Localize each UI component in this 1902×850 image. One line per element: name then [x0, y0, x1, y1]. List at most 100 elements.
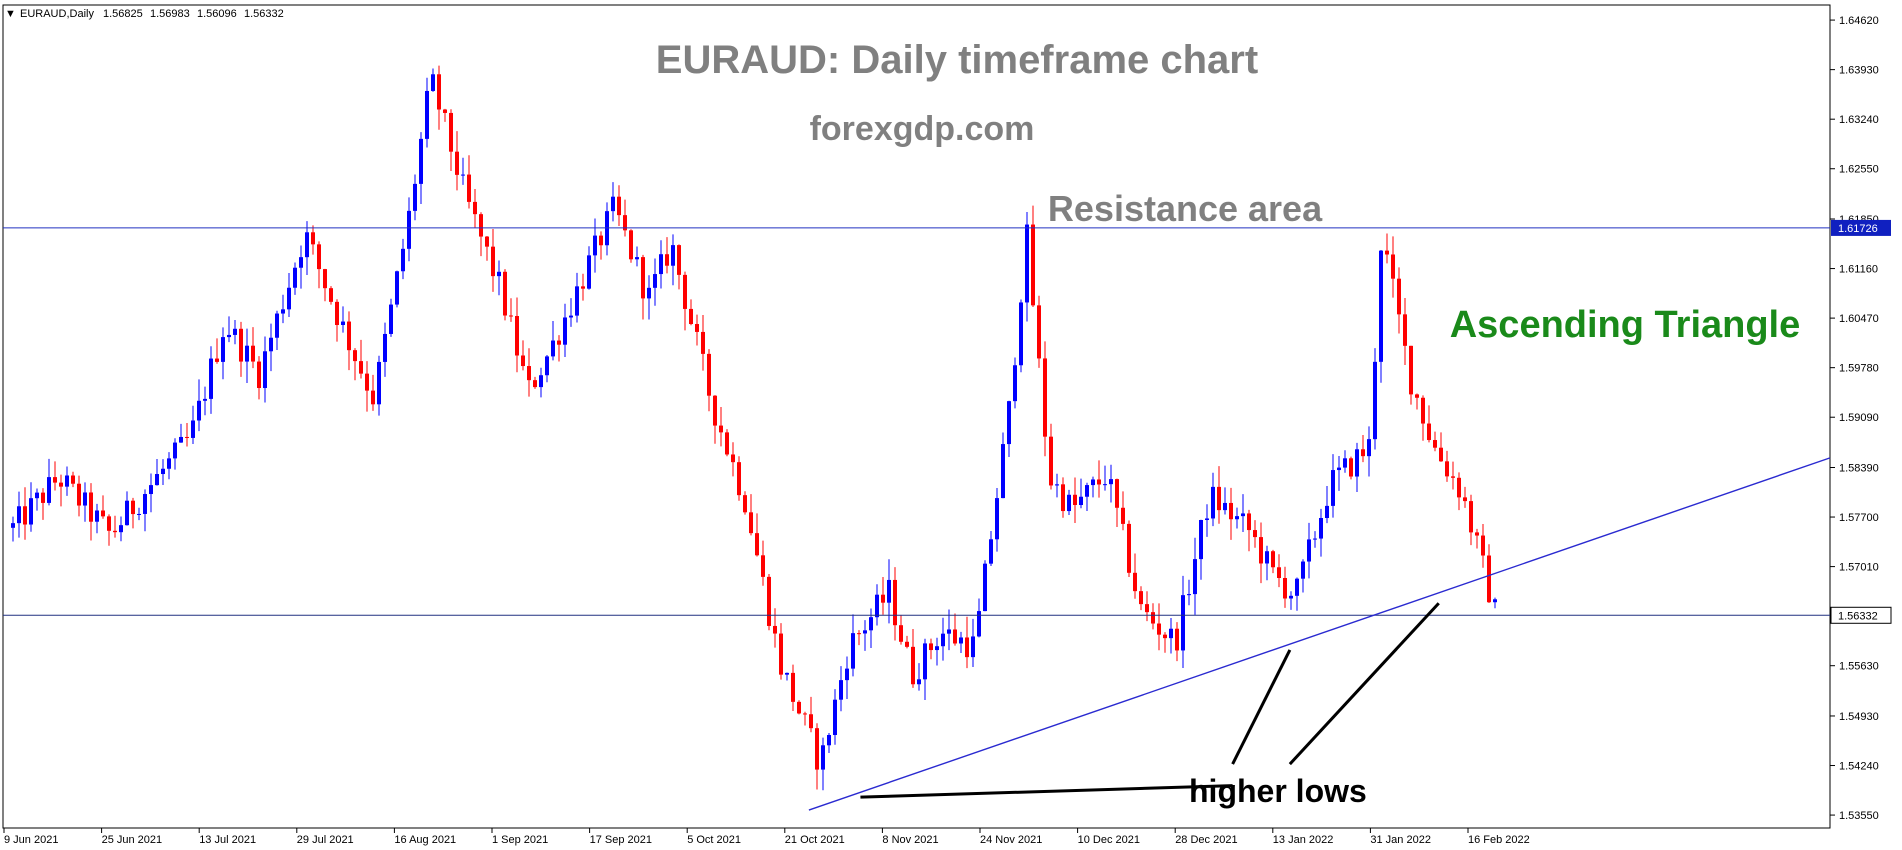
- ohlc-close: 1.56332: [244, 8, 284, 20]
- candle-body: [383, 333, 387, 362]
- candle-body: [377, 361, 381, 405]
- candle-body: [1079, 496, 1083, 506]
- candle-body: [419, 138, 423, 184]
- y-tick-label: 1.60470: [1839, 313, 1879, 325]
- candle-body: [1019, 302, 1023, 366]
- candle-body: [509, 315, 513, 317]
- candle-body: [731, 454, 735, 463]
- x-tick-label: 29 Jul 2021: [297, 834, 354, 846]
- candle-body: [551, 340, 555, 357]
- candle-body: [809, 714, 813, 729]
- candle-body: [773, 625, 777, 634]
- candle-body: [1217, 486, 1221, 511]
- x-tick-label: 8 Nov 2021: [882, 834, 938, 846]
- candle-body: [869, 617, 873, 631]
- candle-body: [557, 340, 561, 345]
- candle-body: [1067, 494, 1071, 512]
- x-tick-label: 24 Nov 2021: [980, 834, 1042, 846]
- candle-body: [953, 629, 957, 644]
- candle-body: [641, 257, 645, 299]
- candle-body: [629, 230, 633, 260]
- candle-body: [1199, 519, 1203, 560]
- candle-body: [665, 254, 669, 266]
- x-tick-label: 16 Aug 2021: [394, 834, 456, 846]
- y-tick-label: 1.63930: [1839, 65, 1879, 77]
- x-tick-label: 13 Jul 2021: [199, 834, 256, 846]
- candle-body: [1475, 532, 1479, 536]
- candle-body: [803, 713, 807, 715]
- y-tick-label: 1.61160: [1839, 264, 1878, 276]
- candle-body: [1427, 423, 1431, 441]
- candle-body: [1265, 551, 1269, 564]
- candle-body: [563, 317, 567, 345]
- candle-body: [191, 420, 195, 438]
- candle-body: [29, 498, 33, 525]
- y-tick-label: 1.57010: [1839, 562, 1879, 574]
- candle-body: [89, 492, 93, 522]
- x-tick-label: 16 Feb 2022: [1468, 834, 1530, 846]
- candle-body: [353, 350, 357, 362]
- candle-body: [899, 625, 903, 642]
- candle-body: [1085, 485, 1089, 497]
- candle-body: [1175, 628, 1179, 651]
- candle-body: [575, 286, 579, 316]
- candle-body: [917, 679, 921, 685]
- candle-body: [1373, 361, 1377, 440]
- candle-body: [407, 210, 411, 249]
- candle-body: [1367, 439, 1371, 457]
- candle-body: [827, 735, 831, 746]
- candle-body: [533, 380, 537, 388]
- resistance-annotation: Resistance area: [1048, 188, 1323, 229]
- candle-body: [1397, 278, 1401, 315]
- candle-body: [401, 248, 405, 272]
- candle-body: [11, 523, 15, 528]
- current-price-label: 1.56332: [1838, 610, 1878, 622]
- candle-body: [983, 563, 987, 612]
- candle-body: [1127, 523, 1131, 573]
- candle-body: [269, 337, 273, 352]
- pointer-line: [1231, 649, 1292, 765]
- candle-body: [395, 271, 399, 305]
- candle-body: [1103, 484, 1107, 486]
- ohlc-open: 1.56825: [103, 8, 143, 20]
- candle-body: [1361, 449, 1365, 457]
- candle-body: [1481, 535, 1485, 556]
- candle-body: [1133, 572, 1137, 592]
- candle-body: [1319, 518, 1323, 539]
- ohlc-high: 1.56983: [150, 8, 190, 20]
- candle-body: [1091, 479, 1095, 486]
- candle-body: [1055, 484, 1059, 486]
- candle-body: [1457, 477, 1461, 498]
- candle-body: [491, 246, 495, 277]
- candle-body: [1313, 538, 1317, 540]
- candle-body: [77, 483, 81, 506]
- candle-body: [1421, 397, 1425, 424]
- candle-body: [23, 506, 27, 525]
- candle-body: [617, 196, 621, 216]
- candle-body: [359, 361, 363, 374]
- candle-body: [1409, 345, 1413, 395]
- candle-body: [785, 672, 789, 675]
- candle-body: [323, 269, 327, 289]
- current-price-box: [1830, 606, 1892, 624]
- candle-body: [1235, 516, 1239, 520]
- candle-body: [935, 646, 939, 651]
- candle-body: [311, 232, 315, 245]
- candle-body: [929, 643, 933, 651]
- candle-body: [209, 358, 213, 399]
- candle-body: [695, 324, 699, 332]
- candle-body: [59, 482, 63, 487]
- candle-body: [299, 257, 303, 268]
- candle-body: [1493, 599, 1497, 603]
- candle-body: [959, 637, 963, 644]
- candle-body: [497, 271, 501, 277]
- candle-body: [281, 309, 285, 314]
- candle-body: [461, 174, 465, 176]
- ascending-trendline: [808, 457, 1831, 811]
- y-tick-label: 1.64620: [1839, 15, 1879, 27]
- x-tick-label: 9 Jun 2021: [4, 834, 58, 846]
- candle-body: [1295, 578, 1299, 596]
- candle-body: [515, 316, 519, 356]
- menu-triangle-icon[interactable]: ▼: [5, 8, 16, 20]
- candle-body: [1241, 513, 1245, 517]
